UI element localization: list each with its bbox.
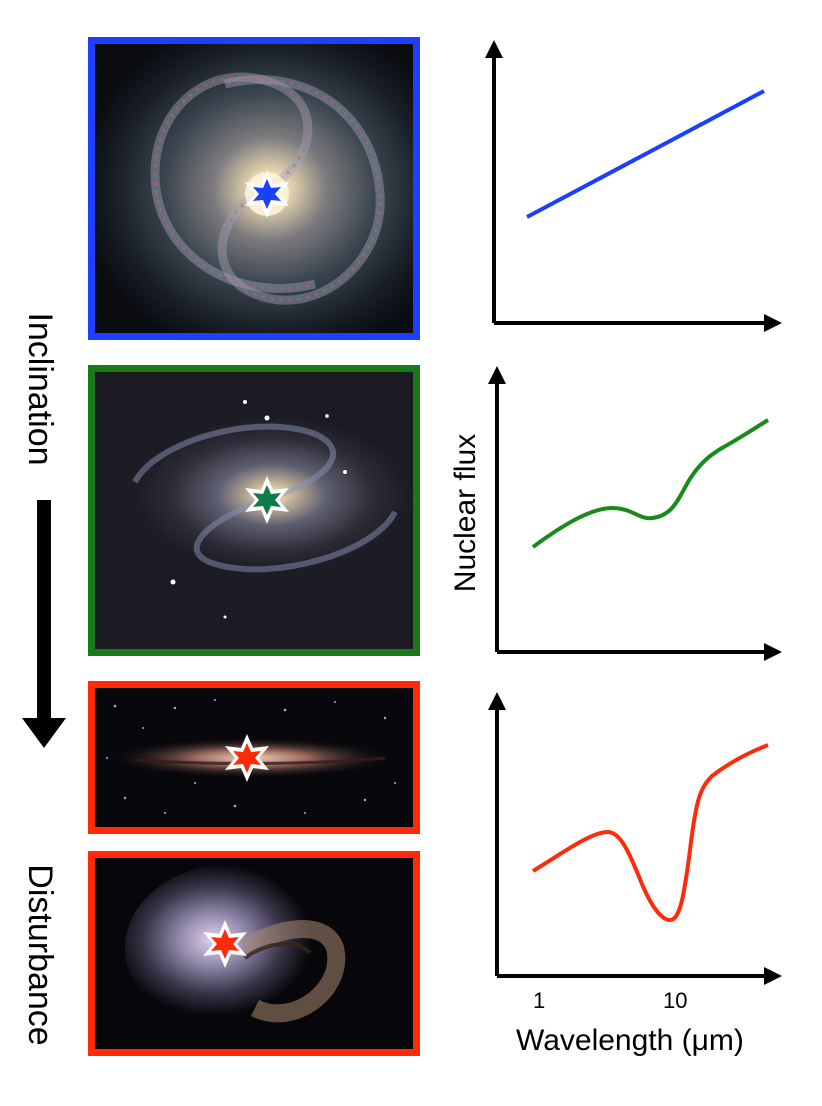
down-arrow-icon bbox=[22, 500, 66, 748]
plot-3-axes bbox=[495, 704, 770, 978]
x-tick-1: 1 bbox=[533, 988, 546, 1013]
inclined-spiral-galaxy-panel bbox=[88, 365, 420, 656]
plot-1-axes bbox=[492, 52, 770, 325]
x-tick-10: 10 bbox=[663, 988, 688, 1013]
edge-on-galaxy-panel bbox=[88, 681, 420, 834]
nuclear-flux-axis-label: Nuclear flux bbox=[449, 433, 482, 593]
plot-3-curve bbox=[531, 743, 769, 923]
face-on-spiral-galaxy-panel bbox=[88, 37, 420, 340]
plot-2-axes bbox=[495, 378, 770, 654]
merging-galaxies-panel bbox=[88, 851, 420, 1056]
plot-1-curve bbox=[526, 89, 765, 219]
plot-2-curve bbox=[531, 418, 770, 549]
wavelength-axis-label: Wavelength (μm) bbox=[516, 1024, 744, 1057]
